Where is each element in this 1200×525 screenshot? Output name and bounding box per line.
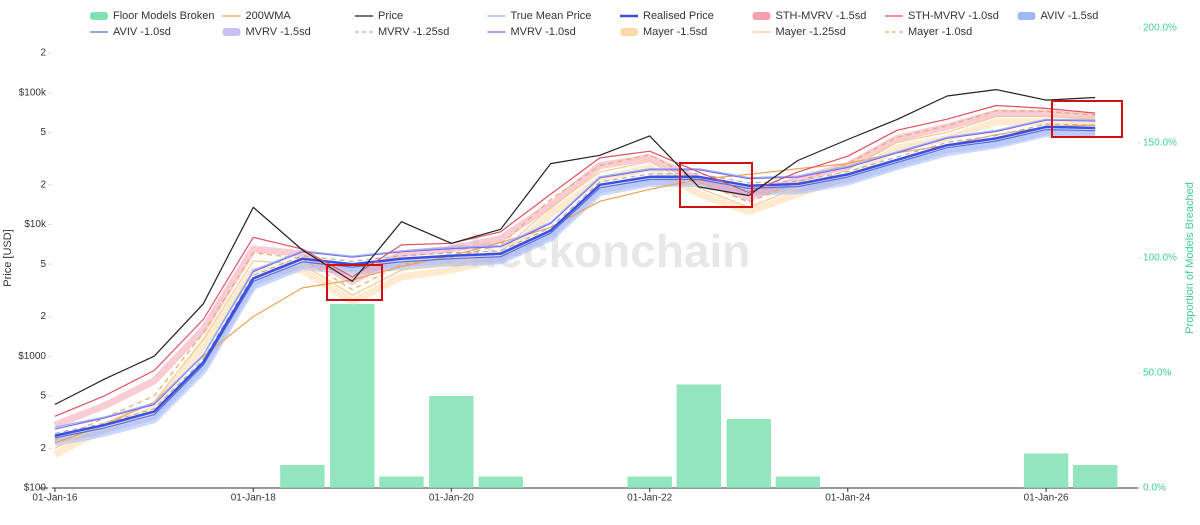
legend-swatch — [620, 28, 638, 36]
plot — [53, 89, 1118, 488]
floor-bar — [1073, 465, 1118, 488]
floor-bar — [379, 476, 424, 488]
y-tick-label: 2 — [40, 179, 46, 190]
x-tick-label: 01-Jan-18 — [231, 493, 276, 504]
y2-tick-label: 100.0% — [1143, 253, 1177, 264]
legend-swatch — [1017, 12, 1036, 20]
floor-bar — [280, 465, 325, 488]
series-line — [54, 118, 1096, 428]
series-line — [54, 89, 1096, 406]
floor-bar — [429, 396, 474, 488]
series-line — [54, 104, 1096, 417]
series-line — [54, 115, 1096, 449]
legend-label: True Mean Price — [511, 10, 592, 22]
legend-label: Floor Models Broken — [113, 10, 215, 22]
y-tick-label: $100k — [19, 87, 47, 98]
series-line — [54, 130, 1096, 447]
legend-label: Mayer -1.25sd — [776, 26, 846, 38]
y-tick-label: 2 — [40, 443, 46, 454]
legend-swatch — [752, 12, 771, 20]
y2-tick-label: 200.0% — [1143, 23, 1177, 34]
legend-label: STH-MVRV -1.0sd — [908, 10, 999, 22]
legend-label: STH-MVRV -1.5sd — [776, 10, 867, 22]
legend-label: Realised Price — [643, 10, 714, 22]
floor-bar — [478, 476, 523, 488]
series-line — [53, 109, 1096, 429]
y-tick-label: $1000 — [18, 351, 46, 362]
y-tick-label: 2 — [40, 311, 46, 322]
legend-label: Mayer -1.5sd — [643, 26, 707, 38]
legend-label: Price — [378, 10, 403, 22]
series-line — [54, 129, 1096, 439]
series-line — [53, 118, 1096, 458]
legend-label: AVIV -1.5sd — [1041, 10, 1099, 22]
floor-bar — [726, 419, 771, 488]
legend-label: 200WMA — [246, 10, 292, 22]
x-tick-label: 01-Jan-16 — [32, 493, 77, 504]
floor-bar — [330, 304, 375, 488]
x-tick-label: 01-Jan-22 — [627, 493, 672, 504]
legend-swatch — [90, 12, 108, 20]
floor-bar — [1023, 453, 1069, 488]
legend-label: MVRV -1.5sd — [246, 26, 311, 38]
legend-label: Mayer -1.0sd — [908, 26, 972, 38]
highlight-box — [1051, 100, 1123, 138]
floor-bar — [676, 384, 722, 488]
y2-tick-label: 0.0% — [1143, 483, 1166, 494]
y-tick-label: 5 — [40, 259, 46, 270]
series-line — [54, 110, 1096, 441]
series-line — [54, 128, 1096, 444]
y2-tick-label: 50.0% — [1143, 368, 1171, 379]
x-tick-label: 01-Jan-20 — [429, 493, 474, 504]
legend-swatch — [222, 28, 241, 36]
y-axis-title: Price [USD] — [2, 229, 14, 286]
highlight-box — [679, 162, 753, 208]
y-tick-label: 2 — [40, 48, 46, 59]
series-line — [54, 125, 1096, 437]
legend-label: AVIV -1.0sd — [113, 26, 171, 38]
highlight-box — [326, 264, 383, 301]
y2-tick-label: 150.0% — [1143, 138, 1177, 149]
y-tick-label: $100 — [24, 483, 47, 494]
x-tick-label: 01-Jan-24 — [825, 493, 870, 504]
y-tick-label: 5 — [40, 391, 46, 402]
floor-bar — [775, 476, 821, 488]
series-line — [54, 124, 1096, 444]
legend-label: MVRV -1.0sd — [511, 26, 576, 38]
y-tick-label: $10k — [24, 219, 47, 230]
legend-label: MVRV -1.25sd — [378, 26, 449, 38]
y2-axis-title: Proportion of Models Breached — [1184, 182, 1196, 334]
x-tick-label: 01-Jan-26 — [1024, 493, 1069, 504]
series-line — [54, 123, 1096, 434]
y-tick-label: 5 — [40, 127, 46, 138]
floor-bar — [627, 476, 672, 488]
